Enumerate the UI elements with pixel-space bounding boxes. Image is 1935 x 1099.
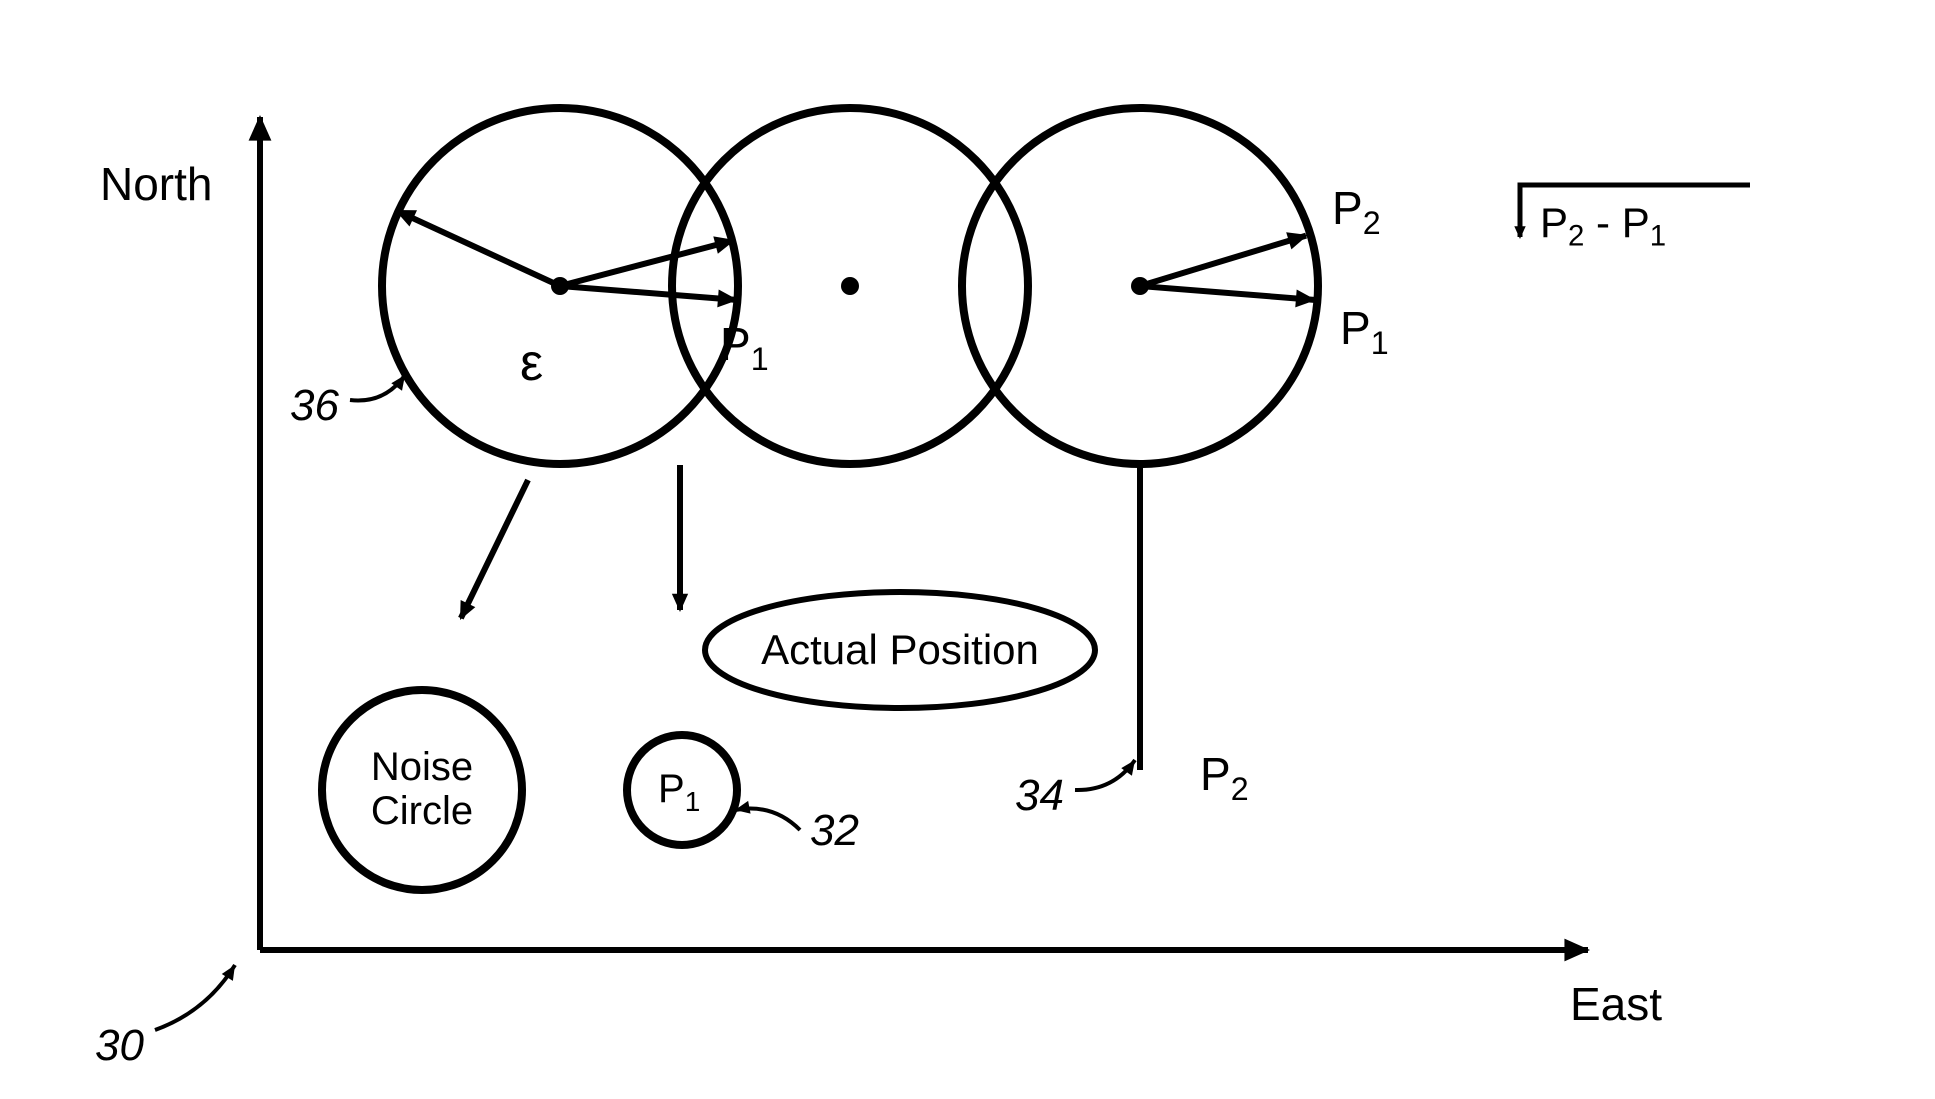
ref-32: 32 [810,806,859,855]
axis-label-north: North [100,158,212,210]
label-actual-position: Actual Position [761,626,1039,673]
label-noise-line2: Circle [371,789,473,833]
diagram-canvas: NorthEastActual PositionεP1P2P1NoiseCirc… [0,0,1935,1099]
diagram-svg: NorthEastActual PositionεP1P2P1NoiseCirc… [0,0,1935,1099]
label-epsilon: ε [520,334,543,392]
label-noise-line1: Noise [371,745,473,789]
ref-30: 30 [95,1021,144,1070]
axis-label-east: East [1570,978,1662,1030]
label-sqrt-expression: P2 - P1 [1540,199,1666,252]
ref-34: 34 [1015,771,1064,820]
ref-36: 36 [290,381,339,430]
